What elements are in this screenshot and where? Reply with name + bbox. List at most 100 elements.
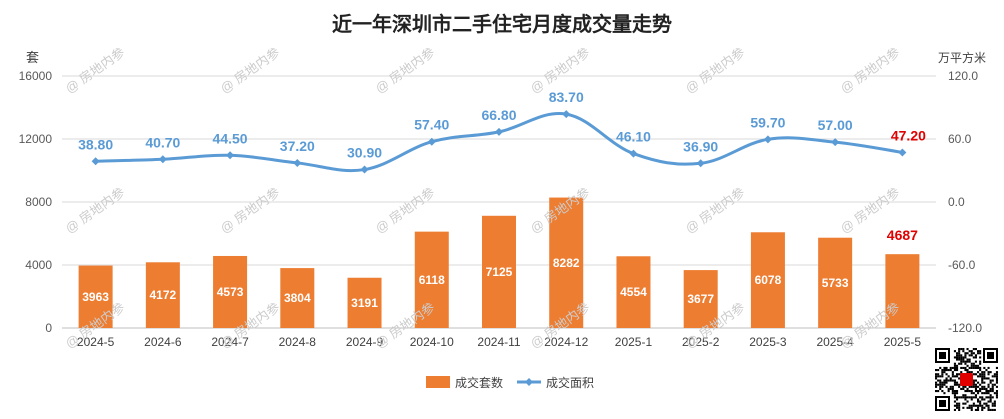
legend-line-marker	[525, 378, 533, 386]
qr-module	[987, 366, 990, 369]
qr-module	[972, 373, 975, 376]
qr-module	[979, 404, 982, 407]
qr-module	[956, 381, 959, 384]
qr-module	[947, 369, 950, 372]
qr-module	[964, 398, 967, 401]
qr-module	[993, 404, 996, 407]
qr-module	[966, 348, 969, 351]
qr-module	[951, 387, 954, 390]
line-marker	[360, 165, 369, 174]
qr-finder	[987, 352, 994, 359]
qr-module	[991, 396, 994, 399]
qr-module	[970, 396, 973, 399]
line-value-label: 57.40	[414, 117, 449, 133]
line-value-label: 44.50	[213, 130, 248, 146]
qr-module	[995, 390, 998, 393]
qr-module	[951, 390, 954, 393]
qr-module	[981, 385, 984, 388]
bar	[145, 262, 180, 328]
qr-module	[977, 352, 980, 355]
qr-module	[981, 398, 984, 401]
line-value-label: 38.80	[78, 136, 113, 152]
right-axis-unit: 万平方米	[938, 50, 986, 65]
qr-module	[951, 371, 954, 374]
qr-module	[951, 366, 954, 369]
qr-module	[979, 390, 982, 393]
qr-module	[979, 350, 982, 353]
qr-module	[958, 402, 961, 405]
qr-module	[960, 396, 963, 399]
qr-module	[960, 371, 963, 374]
qr-module	[993, 400, 996, 403]
qr-module	[966, 400, 969, 403]
line-marker	[158, 155, 167, 164]
qr-module	[937, 375, 940, 378]
qr-module	[985, 387, 988, 390]
qr-module	[945, 369, 948, 372]
qr-module	[935, 390, 938, 393]
qr-module	[953, 383, 956, 386]
qr-module	[974, 387, 977, 390]
qr-module	[981, 406, 984, 409]
x-tick-label: 2024-8	[279, 335, 317, 349]
line-value-label: 66.80	[481, 107, 516, 123]
qr-module	[972, 383, 975, 386]
qr-module	[964, 356, 967, 359]
qr-module	[958, 356, 961, 359]
qr-module	[974, 348, 977, 351]
right-tick-label: -120.0	[948, 321, 982, 335]
qr-module	[949, 387, 952, 390]
qr-module	[958, 396, 961, 399]
bar-value-label: 3677	[687, 292, 714, 306]
qr-module	[960, 366, 963, 369]
qr-module	[953, 408, 956, 411]
qr-module	[972, 385, 975, 388]
qr-finder	[939, 352, 946, 359]
bar	[818, 237, 853, 328]
qr-module	[987, 390, 990, 393]
qr-module	[960, 348, 963, 351]
qr-module	[979, 369, 982, 372]
qr-module	[947, 390, 950, 393]
qr-module	[943, 371, 946, 374]
qr-module	[991, 375, 994, 378]
qr-module	[974, 408, 977, 411]
bar-value-label: 3191	[351, 296, 378, 310]
qr-module	[953, 366, 956, 369]
qr-module	[941, 383, 944, 386]
qr-module	[953, 400, 956, 403]
left-tick-label: 8000	[25, 195, 52, 209]
right-tick-label: 0.0	[948, 195, 965, 209]
qr-module	[962, 406, 965, 409]
x-tick-label: 2025-2	[682, 335, 720, 349]
qr-module	[949, 369, 952, 372]
qr-module	[983, 377, 986, 380]
qr-module	[935, 385, 938, 388]
qr-module	[977, 406, 980, 409]
qr-module	[945, 379, 948, 382]
qr-module	[974, 366, 977, 369]
qr-module	[958, 385, 961, 388]
qr-module	[995, 396, 998, 399]
qr-module	[991, 383, 994, 386]
qr-module	[964, 390, 967, 393]
qr-module	[977, 404, 980, 407]
x-tick-label: 2024-9	[346, 335, 384, 349]
left-tick-label: 0	[45, 321, 52, 335]
qr-module	[953, 364, 956, 367]
qr-module	[983, 371, 986, 374]
qr-module	[956, 375, 959, 378]
qr-module	[970, 352, 973, 355]
bar-value-label: 5733	[822, 276, 849, 290]
qr-module	[970, 398, 973, 401]
qr-module	[989, 390, 992, 393]
qr-module	[953, 356, 956, 359]
qr-module	[979, 373, 982, 376]
qr-module	[983, 402, 986, 405]
qr-module	[991, 387, 994, 390]
qr-module	[987, 383, 990, 386]
qr-module	[974, 364, 977, 367]
qr-module	[977, 381, 980, 384]
qr-module	[949, 385, 952, 388]
qr-module	[968, 390, 971, 393]
